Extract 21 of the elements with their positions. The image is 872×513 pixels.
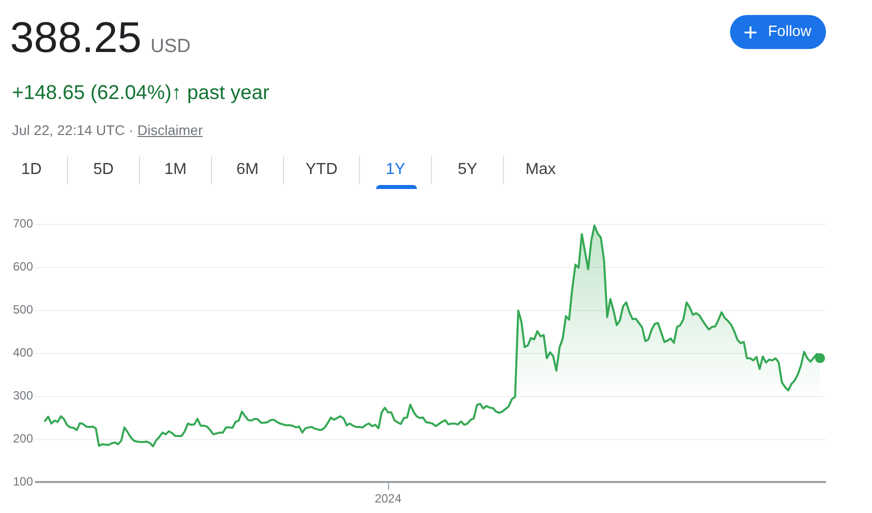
x-tick-label: 2024 [374,492,402,506]
text: Max [524,160,557,180]
text: 1Y [360,156,432,184]
text: 1M [140,156,212,184]
text: 1D [0,156,68,184]
y-tick-label: 500 [12,302,34,316]
y-tick-label: 100 [12,474,34,488]
y-tick-label: 400 [12,345,34,360]
y-tick-label: 700 [12,216,34,231]
chart-subtitle: +148.65 (62.04%)↑ past year [12,81,270,106]
text: Jul 22, 22:14 UTC · [12,122,134,138]
text: 5Y [432,156,504,184]
text: 5D [68,156,140,184]
follow-button[interactable]: Follow [730,15,826,49]
text: Disclaimer [137,122,203,138]
y-tick-label: 300 [12,388,34,402]
y-tick-label: 600 [12,259,34,274]
text: YTD [284,156,360,184]
text: 6M [212,156,284,184]
chart-title: 388.25 USD [10,14,191,62]
y-tick-label: 200 [12,431,34,446]
